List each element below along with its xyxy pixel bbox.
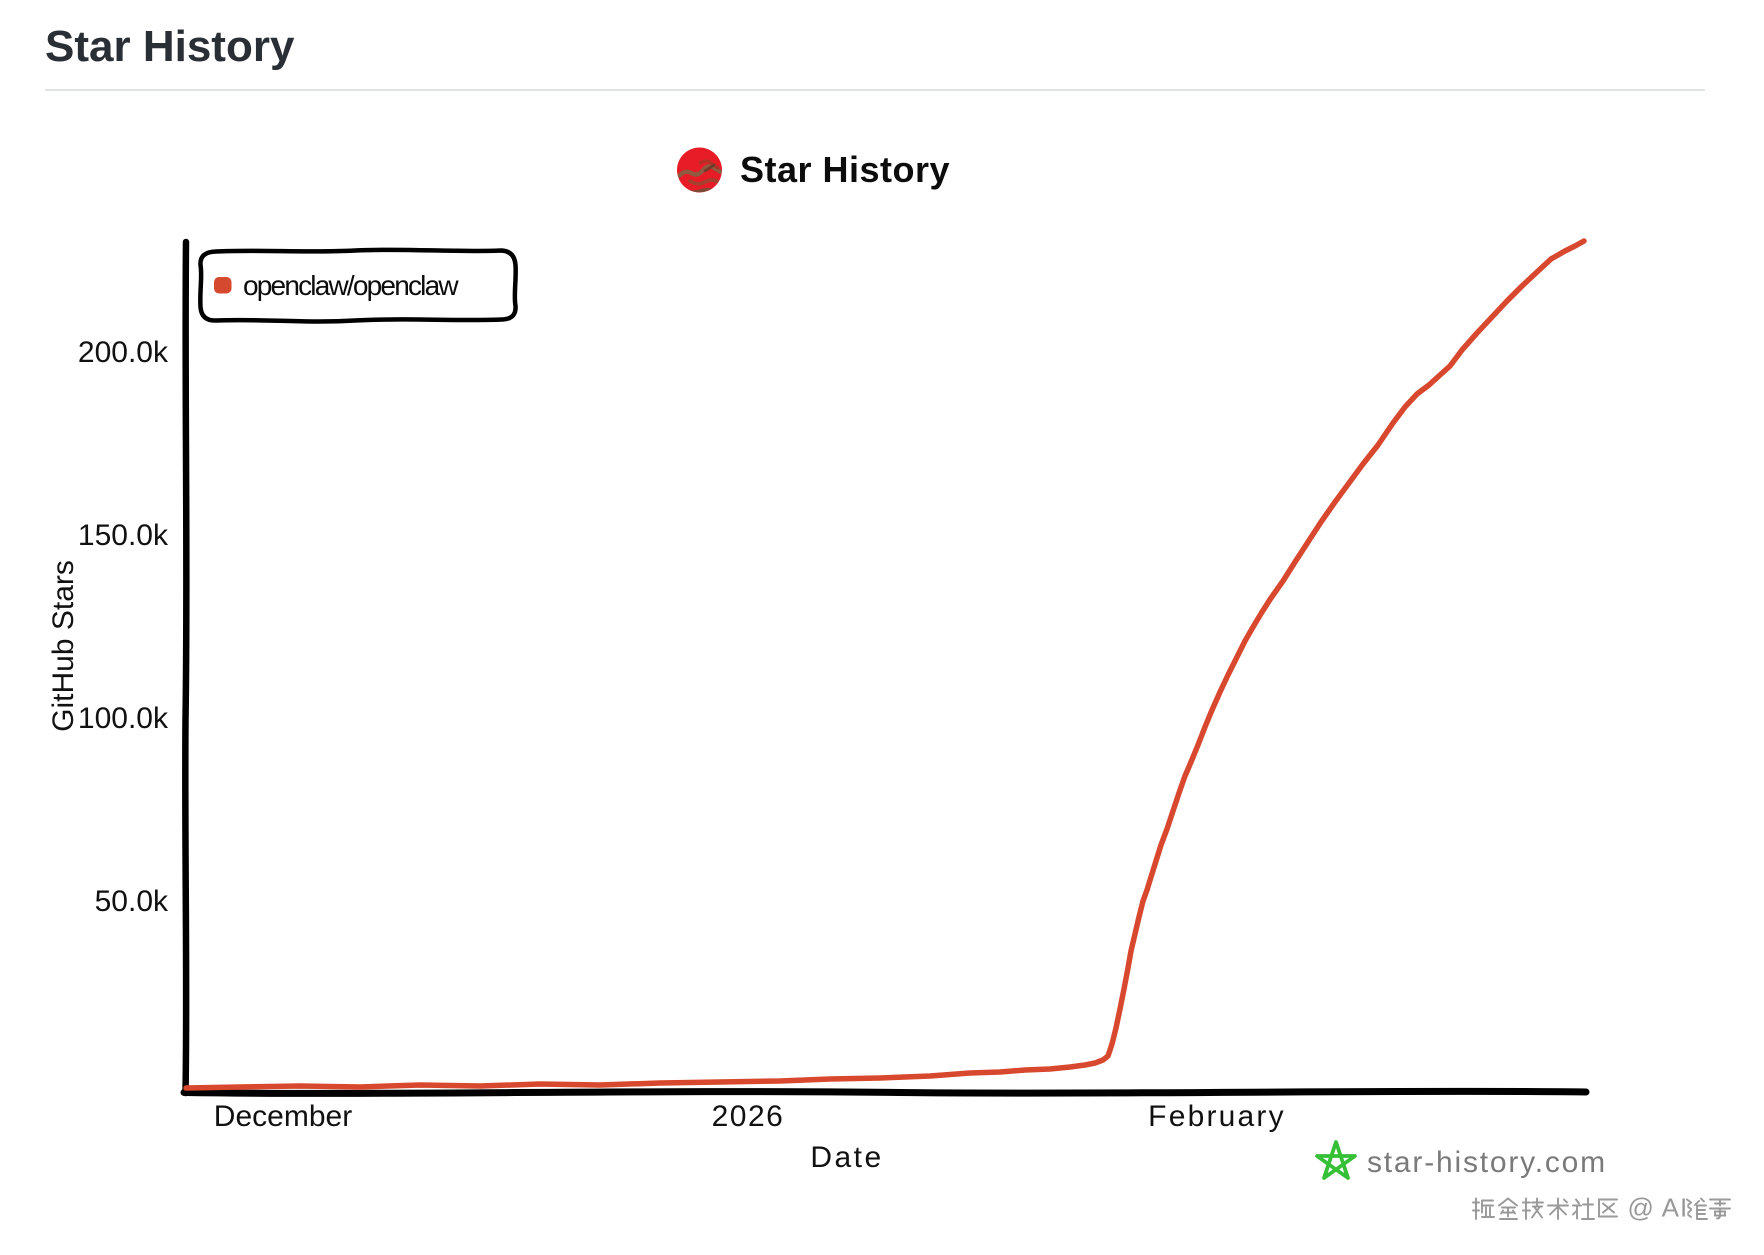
svg-text:December: December (214, 1100, 352, 1133)
svg-text:100.0k: 100.0k (78, 702, 169, 735)
svg-text:@ AI: @ AI (1630, 1195, 1691, 1225)
svg-text:2026: 2026 (712, 1100, 785, 1133)
svg-text:50.0k: 50.0k (95, 885, 169, 918)
svg-text:Date: Date (810, 1141, 883, 1174)
svg-text:Star History: Star History (740, 149, 950, 190)
svg-text:@ AI: @ AI (1628, 1193, 1689, 1223)
svg-text:GitHub Stars: GitHub Stars (47, 560, 80, 732)
svg-text:150.0k: 150.0k (78, 519, 169, 552)
svg-text:200.0k: 200.0k (78, 336, 169, 369)
svg-text:February: February (1148, 1100, 1286, 1133)
svg-text:openclaw/openclaw: openclaw/openclaw (243, 270, 459, 301)
svg-text:star-history.com: star-history.com (1367, 1146, 1607, 1179)
